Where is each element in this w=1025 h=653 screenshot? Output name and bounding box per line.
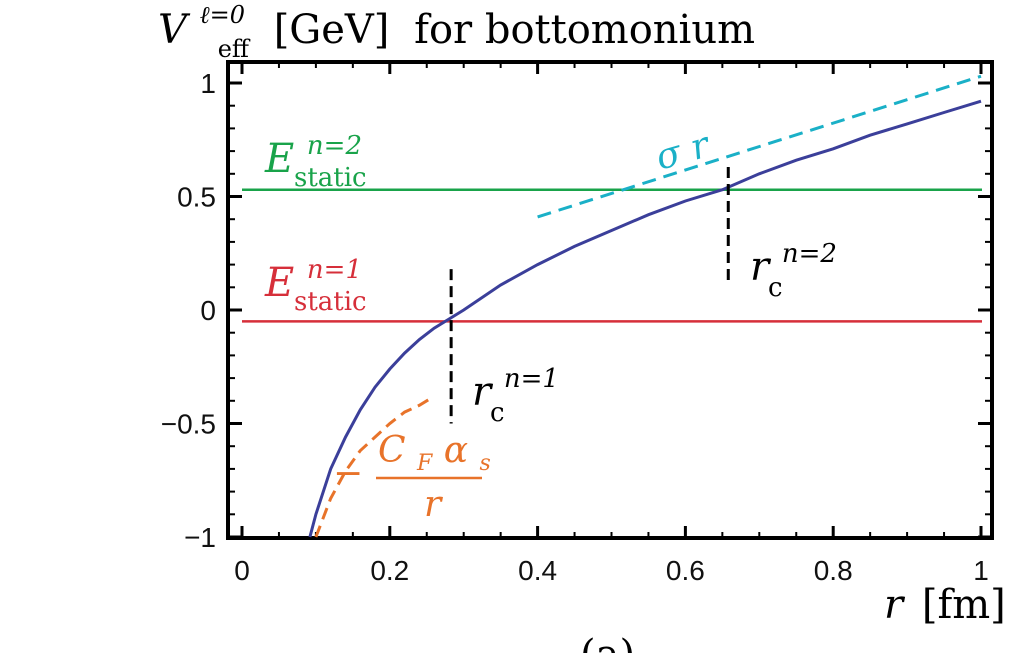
- svg-text:−: −: [333, 453, 363, 494]
- title-subscript: eff: [218, 35, 251, 63]
- level-n1-label: E n=1 static: [264, 242, 375, 317]
- x-tick-label: 0: [234, 555, 250, 586]
- x-tick-label: 1: [973, 555, 989, 586]
- marker-n1-label: r n=1 c: [472, 351, 572, 428]
- title-suffix: for bottomonium: [414, 7, 755, 53]
- coulomb-label: − C F α s r: [333, 430, 491, 525]
- y-tick-label: 0.5: [177, 182, 216, 213]
- x-axis-label: r [fm]: [884, 582, 1006, 628]
- x-tick-label: 0.2: [370, 555, 409, 586]
- tick-group: [228, 62, 992, 539]
- level-n2-label: E n=2 static: [264, 118, 375, 193]
- linear-sigma-r-line: [537, 74, 982, 219]
- coulomb-curve: [314, 395, 435, 538]
- x-tick-label: 0.6: [666, 555, 705, 586]
- plot-frame: [226, 60, 994, 540]
- title-superscript: ℓ=0: [200, 1, 245, 29]
- tick-label-group: 0 0.2 0.4 0.6 0.8 1 −1 −0.5 0 0.5 1: [161, 68, 989, 586]
- title-symbol: V: [158, 7, 191, 53]
- y-tick-label: 1: [200, 68, 216, 99]
- y-tick-label: 0: [200, 295, 216, 326]
- marker-n2-label: r n=2 c: [750, 226, 850, 303]
- caption-partial: (a): [580, 632, 635, 653]
- svg-text:C F α s: C F α s: [378, 430, 491, 479]
- y-tick-label: −0.5: [161, 409, 216, 440]
- x-tick-label: 0.4: [518, 555, 557, 586]
- linear-label: σ r: [651, 124, 715, 179]
- svg-text:r: r: [424, 484, 443, 525]
- effective-potential-curve: [308, 99, 982, 538]
- y-tick-label: −1: [184, 522, 216, 553]
- title-unit: [GeV]: [274, 7, 390, 53]
- chart-title: V ℓ=0 eff [GeV] for bottomonium: [158, 0, 755, 67]
- x-tick-label: 0.8: [814, 555, 853, 586]
